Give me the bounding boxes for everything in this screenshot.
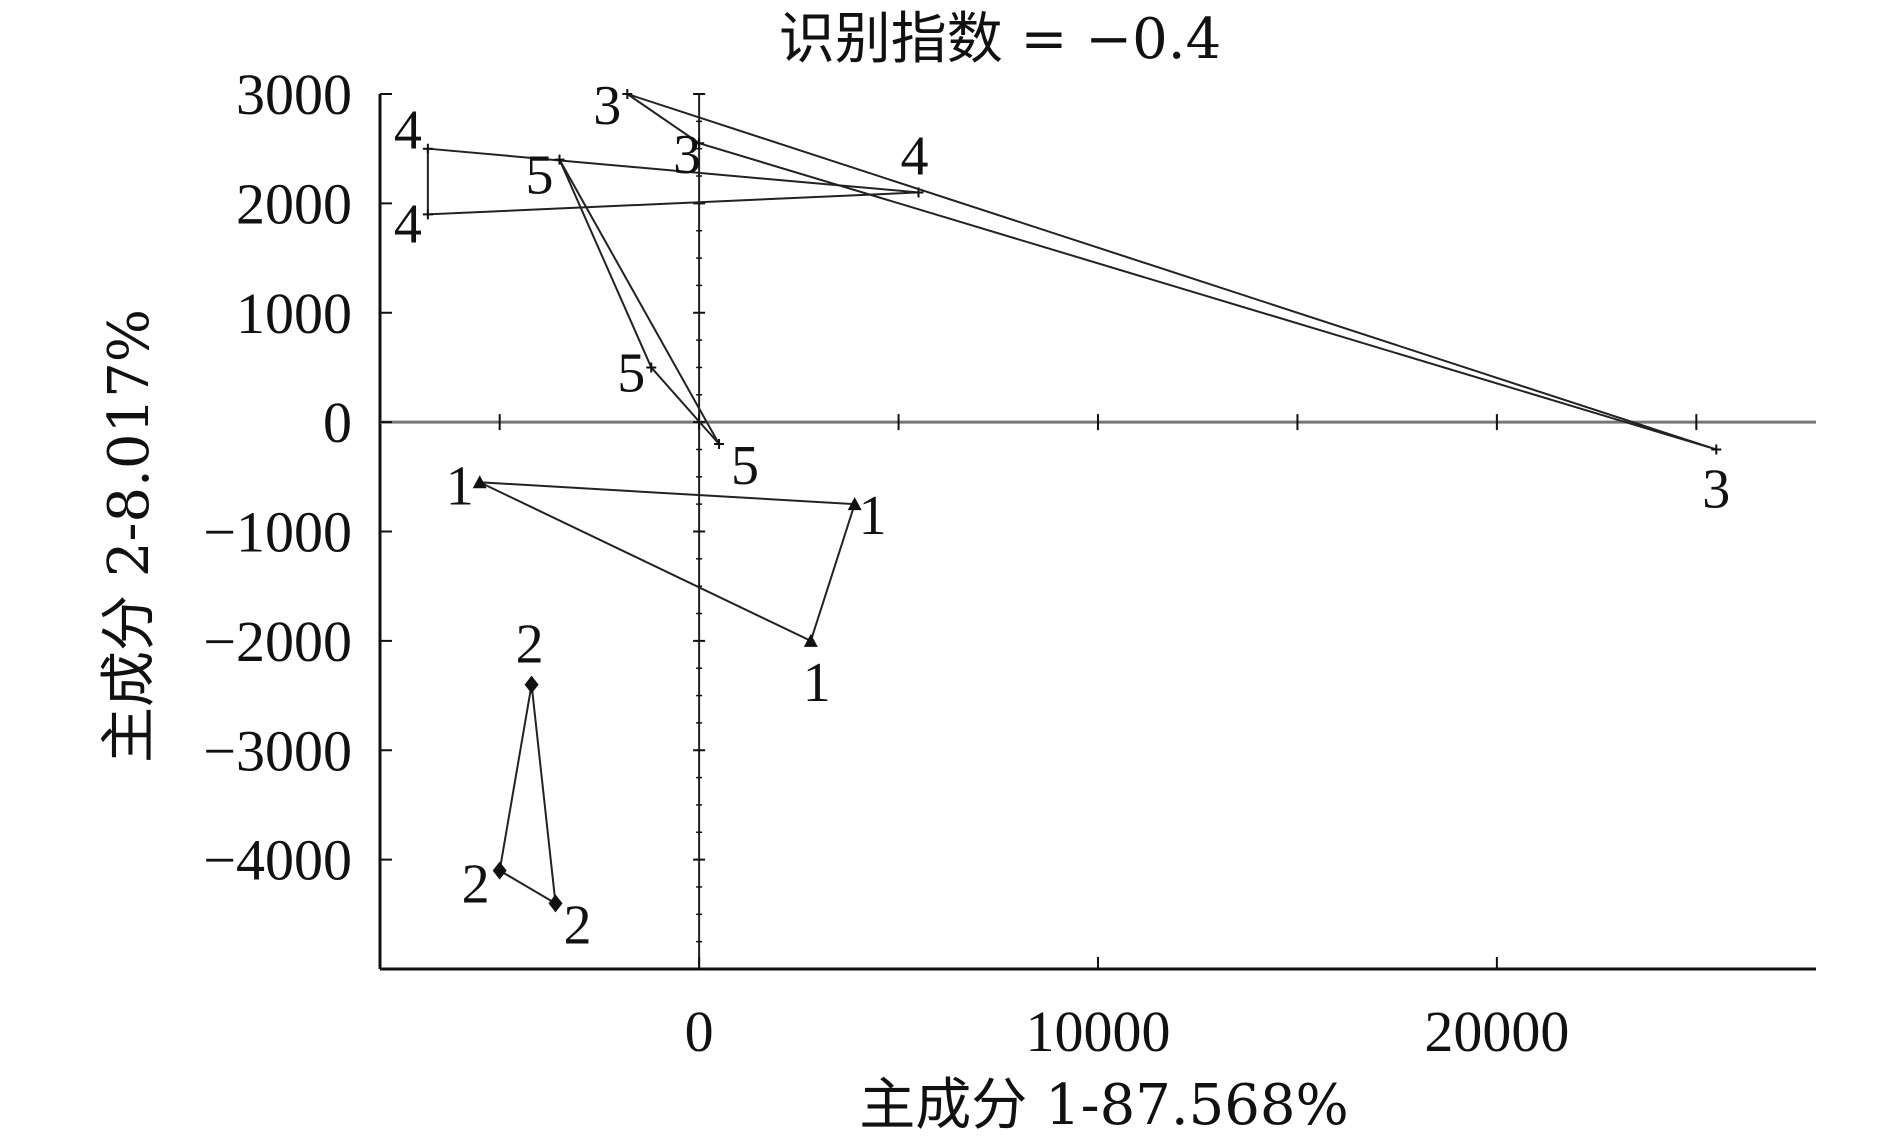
group-5-point (646, 362, 657, 373)
x-axis-title: 主成分 1-87.568% (859, 1073, 1349, 1138)
y-tick-label: −4000 (203, 828, 352, 893)
x-tick-label: 10000 (1026, 999, 1171, 1064)
group-2-label: 2 (516, 614, 544, 676)
group-1-label: 1 (859, 485, 887, 547)
group-3-label: 3 (673, 124, 701, 186)
group-2-label: 2 (564, 894, 592, 956)
group-3-point (694, 138, 705, 149)
x-tick-label: 0 (685, 999, 714, 1064)
group-4-polygon (426, 147, 919, 216)
group-3-polygon (626, 93, 1717, 451)
data-series (422, 89, 1722, 913)
y-tick-label: 2000 (236, 171, 352, 236)
group-5-label: 5 (526, 145, 554, 207)
x-tick-label: 20000 (1424, 999, 1569, 1064)
group-1-point (847, 497, 862, 511)
group-4-point (422, 209, 433, 220)
y-axis-title: 主成分 2-8.017% (97, 309, 162, 763)
group-5-label: 5 (731, 435, 759, 497)
group-4-label: 4 (901, 125, 929, 187)
group-3-point (1711, 444, 1722, 455)
y-tick-label: 3000 (236, 62, 352, 127)
y-tick-label: 1000 (236, 281, 352, 346)
group-5-polygon (558, 159, 720, 445)
group-1-point (472, 475, 487, 489)
group-4-point (422, 143, 433, 154)
chart-title: 识别指数 = −0.4 (779, 7, 1222, 72)
group-3-label: 3 (1702, 458, 1730, 520)
group-2-point (548, 894, 563, 913)
group-4-point (913, 187, 924, 198)
group-1-label: 1 (446, 455, 474, 517)
group-2-point (492, 861, 507, 880)
group-5-label: 5 (617, 342, 645, 404)
y-tick-label: −1000 (203, 500, 352, 565)
group-2-polygon (498, 684, 557, 906)
group-1-polygon (479, 481, 857, 643)
group-2-point (524, 675, 539, 694)
group-5-point (714, 439, 725, 449)
group-4-label: 4 (394, 193, 422, 255)
group-1-label: 1 (803, 652, 831, 714)
y-tick-label: −3000 (203, 718, 352, 783)
group-3-point (622, 89, 633, 99)
group-2-label: 2 (462, 854, 490, 916)
group-1-point (803, 633, 818, 647)
group-3-label: 3 (593, 75, 621, 137)
y-tick-label: −2000 (203, 609, 352, 674)
group-5-point (554, 154, 565, 165)
group-4-label: 4 (394, 100, 422, 162)
y-tick-label: 0 (323, 390, 352, 455)
